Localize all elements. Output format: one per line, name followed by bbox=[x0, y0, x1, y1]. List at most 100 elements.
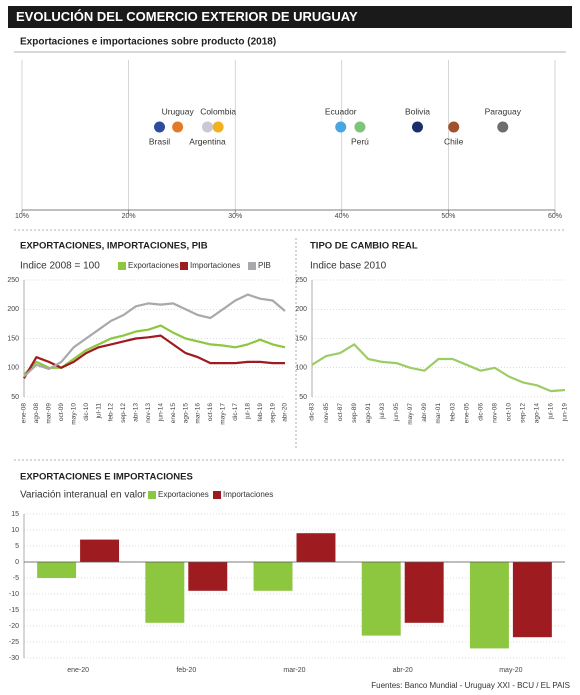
bar bbox=[80, 539, 120, 562]
bar bbox=[361, 562, 401, 636]
dot-label: Paraguay bbox=[485, 106, 522, 116]
header-bar bbox=[8, 6, 572, 28]
x-tick-label: ene-15 bbox=[170, 403, 177, 424]
x-tick-label: 50% bbox=[441, 213, 455, 220]
bar bbox=[37, 562, 77, 578]
panel-title: EXPORTACIONES, IMPORTACIONES, PIB bbox=[20, 241, 208, 252]
x-tick-label: jun-95 bbox=[393, 403, 400, 422]
panel-subtitle: Variación interanual en valor bbox=[20, 490, 147, 501]
x-tick-label: ago-15 bbox=[182, 403, 189, 424]
y-tick-label: -15 bbox=[9, 607, 19, 614]
y-tick-label: 150 bbox=[295, 335, 307, 342]
line bbox=[23, 334, 285, 379]
dot bbox=[172, 121, 184, 133]
y-tick-label: 100 bbox=[7, 365, 19, 372]
bar bbox=[188, 562, 228, 591]
x-tick-label: 30% bbox=[228, 213, 242, 220]
main-title: EVOLUCIÓN DEL COMERCIO EXTERIOR DE URUGU… bbox=[16, 9, 358, 24]
x-tick-label: may-17 bbox=[220, 403, 227, 425]
y-tick-label: 200 bbox=[295, 306, 307, 313]
y-tick-label: -25 bbox=[9, 639, 19, 646]
dot bbox=[448, 121, 460, 133]
x-tick-label: ene-05 bbox=[463, 403, 470, 424]
x-tick-label: dic-83 bbox=[309, 403, 316, 421]
x-tick-label: jul-93 bbox=[379, 403, 386, 420]
bar bbox=[145, 562, 185, 623]
panel-title: TIPO DE CAMBIO REAL bbox=[310, 241, 418, 252]
x-tick-label: mar-20 bbox=[283, 667, 305, 674]
dot-label: Ecuador bbox=[325, 106, 357, 116]
bar bbox=[512, 562, 552, 638]
y-tick-label: -30 bbox=[9, 655, 19, 662]
dot bbox=[154, 121, 166, 133]
x-tick-label: oct-10 bbox=[505, 403, 512, 421]
x-tick-label: oct-16 bbox=[207, 403, 214, 421]
y-tick-label: 5 bbox=[15, 543, 19, 550]
x-tick-label: feb-19 bbox=[257, 403, 264, 422]
y-tick-label: 100 bbox=[295, 365, 307, 372]
x-tick-label: nov-85 bbox=[323, 403, 330, 423]
x-tick-label: jul-16 bbox=[548, 403, 555, 420]
x-tick-label: sep-19 bbox=[269, 403, 276, 423]
x-tick-label: 40% bbox=[335, 213, 349, 220]
x-tick-label: sep-89 bbox=[351, 403, 358, 423]
x-tick-label: nov-13 bbox=[145, 403, 152, 423]
x-tick-label: sep-12 bbox=[520, 403, 527, 423]
legend-swatch bbox=[148, 491, 156, 499]
x-tick-label: ene-20 bbox=[67, 667, 89, 674]
dot bbox=[201, 121, 213, 133]
x-tick-label: ago-91 bbox=[365, 403, 372, 424]
y-tick-label: 250 bbox=[295, 277, 307, 284]
x-tick-label: mar-09 bbox=[46, 403, 53, 424]
dot bbox=[354, 121, 366, 133]
panel-subtitle: Indice base 2010 bbox=[310, 261, 387, 272]
panel-title: Exportaciones e importaciones sobre prod… bbox=[20, 37, 276, 48]
x-tick-label: jul-11 bbox=[95, 403, 102, 420]
panel-subtitle: Indice 2008 = 100 bbox=[20, 261, 100, 272]
x-tick-label: ago-14 bbox=[534, 403, 541, 424]
x-tick-label: may-20 bbox=[499, 667, 522, 674]
x-tick-label: may-97 bbox=[407, 403, 414, 425]
panel-title: EXPORTACIONES E IMPORTACIONES bbox=[20, 472, 193, 483]
y-tick-label: -10 bbox=[9, 591, 19, 598]
y-tick-label: 250 bbox=[7, 277, 19, 284]
x-tick-label: dic-06 bbox=[477, 403, 484, 421]
dot bbox=[497, 121, 509, 133]
y-tick-label: -5 bbox=[13, 575, 19, 582]
y-tick-label: 150 bbox=[7, 335, 19, 342]
source: Fuentes: Banco Mundial - Uruguay XXI - B… bbox=[371, 681, 570, 690]
bar bbox=[404, 562, 444, 623]
y-tick-label: 50 bbox=[299, 394, 307, 401]
dot-label: Colombia bbox=[200, 106, 236, 116]
x-tick-label: jun-14 bbox=[157, 403, 164, 422]
dot-label: Argentina bbox=[189, 136, 226, 146]
dot bbox=[335, 121, 347, 133]
x-tick-label: abr-20 bbox=[393, 667, 413, 674]
y-tick-label: -20 bbox=[9, 623, 19, 630]
bar bbox=[296, 533, 336, 562]
y-tick-label: 15 bbox=[11, 511, 19, 518]
x-tick-label: oct-87 bbox=[337, 403, 344, 421]
x-tick-label: abr-13 bbox=[133, 403, 140, 422]
x-tick-label: ago-08 bbox=[33, 403, 40, 424]
x-tick-label: feb-20 bbox=[176, 667, 196, 674]
legend-swatch bbox=[180, 262, 188, 270]
y-tick-label: 50 bbox=[11, 394, 19, 401]
x-tick-label: nov-08 bbox=[491, 403, 498, 423]
dot-label: Uruguay bbox=[162, 106, 195, 116]
x-tick-label: 60% bbox=[548, 213, 562, 220]
x-tick-label: may-10 bbox=[70, 403, 77, 425]
dot-label: Chile bbox=[444, 136, 464, 146]
legend-label: Importaciones bbox=[223, 490, 273, 499]
y-tick-label: 0 bbox=[15, 559, 19, 566]
legend-swatch bbox=[248, 262, 256, 270]
x-tick-label: feb-03 bbox=[449, 403, 456, 422]
legend-label: Exportaciones bbox=[158, 490, 209, 499]
dot-label: Perú bbox=[351, 136, 369, 146]
legend-label: Exportaciones bbox=[128, 261, 179, 270]
bar bbox=[469, 562, 509, 649]
y-tick-label: 200 bbox=[7, 306, 19, 313]
x-tick-label: mar-01 bbox=[435, 403, 442, 424]
x-tick-label: abr-99 bbox=[421, 403, 428, 422]
